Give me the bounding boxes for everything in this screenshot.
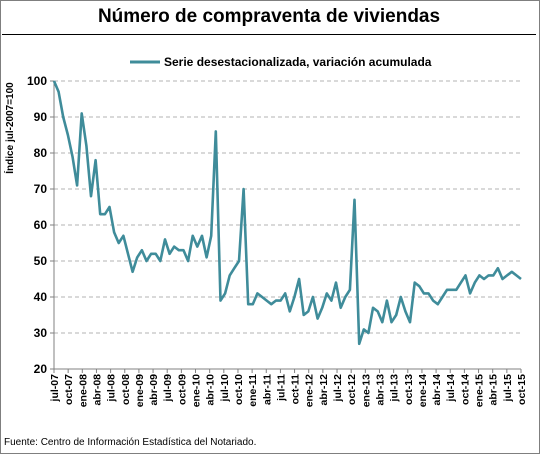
x-tick-label: abr-14 xyxy=(431,374,443,406)
y-tick-label: 70 xyxy=(34,182,48,196)
x-tick-label: oct-07 xyxy=(63,374,75,405)
series-line xyxy=(52,80,522,346)
x-tick-label: abr-15 xyxy=(488,374,500,406)
y-tick-label: 30 xyxy=(34,326,48,340)
x-tick-label: ene-09 xyxy=(134,374,146,407)
y-tick-label: 40 xyxy=(34,290,48,304)
legend: Serie desestacionalizada, variación acum… xyxy=(130,55,432,69)
x-tick-label: ene-08 xyxy=(77,374,89,407)
x-tick-label: oct-12 xyxy=(346,374,358,405)
y-tick-label: 90 xyxy=(34,110,48,124)
x-tick-label: oct-14 xyxy=(459,374,471,405)
gridlines xyxy=(54,80,521,334)
x-tick-label: jul-13 xyxy=(389,374,401,403)
x-tick-label: abr-12 xyxy=(318,374,330,406)
x-tick-label: jul-07 xyxy=(49,374,61,403)
x-tick-label: jul-10 xyxy=(219,374,231,403)
x-tick-label: oct-10 xyxy=(233,374,245,405)
series-layer xyxy=(52,80,522,346)
x-tick-label: jul-12 xyxy=(332,374,344,403)
y-tick-label: 20 xyxy=(34,362,48,376)
x-tick-label: ene-10 xyxy=(191,374,203,407)
x-tick-label: ene-15 xyxy=(474,374,486,407)
x-tick-label: ene-14 xyxy=(417,374,429,407)
chart-title: Número de compraventa de viviendas xyxy=(97,6,441,27)
x-tick-label: oct-15 xyxy=(516,374,528,405)
y-tick-label: 80 xyxy=(34,146,48,160)
y-tick-label: 50 xyxy=(34,254,48,268)
x-tick-label: jul-15 xyxy=(502,374,514,403)
x-tick-label: jul-09 xyxy=(162,374,174,403)
y-tick-label: 100 xyxy=(27,74,47,88)
x-tick-label: jul-08 xyxy=(106,374,118,403)
legend-label: Serie desestacionalizada, variación acum… xyxy=(164,55,432,69)
x-tick-label: jul-11 xyxy=(275,374,287,402)
title-divider xyxy=(2,34,536,35)
x-tick-label: abr-11 xyxy=(261,374,273,405)
x-tick-label: ene-13 xyxy=(360,374,372,407)
x-tick-label: ene-12 xyxy=(304,374,316,407)
y-axis: 20 30 40 50 60 70 80 90 100 xyxy=(27,74,55,376)
x-axis: jul-07 oct-07 ene-08 abr-08 jul-08 oct-08 ene-… xyxy=(49,368,528,407)
x-tick-label: abr-10 xyxy=(205,374,217,406)
x-tick-label: abr-13 xyxy=(374,374,386,406)
y-axis-title: Índice jul-2007=100 xyxy=(3,82,16,174)
x-tick-label: abr-08 xyxy=(91,374,103,406)
x-tick-label: oct-09 xyxy=(176,374,188,405)
x-tick-label: jul-14 xyxy=(445,374,457,403)
x-tick-label: oct-13 xyxy=(403,374,415,405)
x-tick-label: abr-09 xyxy=(148,374,160,406)
y-tick-label: 60 xyxy=(34,218,48,232)
source-note: Fuente: Centro de Información Estadístic… xyxy=(4,437,257,448)
x-tick-label: oct-11 xyxy=(290,374,302,405)
x-tick-label: ene-11 xyxy=(247,374,259,407)
x-tick-label: oct-08 xyxy=(120,374,132,405)
